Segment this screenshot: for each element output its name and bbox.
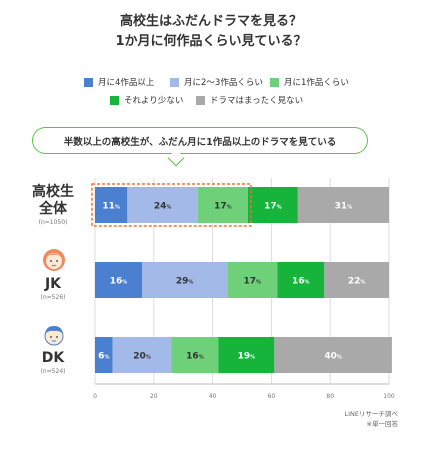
bar-segment bbox=[274, 337, 392, 373]
legend-swatch bbox=[170, 77, 179, 87]
bar-value-label: 17% bbox=[264, 202, 282, 212]
group-label-all: 高校生 全体 (n=1050) bbox=[22, 184, 84, 228]
legend-item: 月に2〜3作品くらい bbox=[170, 76, 263, 88]
group-label-all-line1: 高校生 bbox=[32, 184, 74, 200]
bar-value-label: 16% bbox=[292, 277, 310, 287]
bar-segment bbox=[127, 187, 198, 223]
callout-bubble: 半数以上の高校生が、ふだん月に1作品以上のドラマを見ている bbox=[32, 127, 368, 154]
highlight-box bbox=[91, 183, 252, 227]
group-label-jk: JK (n=526) bbox=[22, 276, 84, 303]
bar-segment bbox=[227, 262, 278, 298]
legend-swatch bbox=[84, 77, 93, 87]
bar-value-label: 29% bbox=[176, 277, 194, 287]
callout-text: 半数以上の高校生が、ふだん月に1作品以上のドラマを見ている bbox=[63, 136, 337, 148]
x-tick-label: 80 bbox=[326, 393, 334, 400]
legend-swatch bbox=[196, 95, 205, 105]
source-note: LINEリサーチ調べ ※単一回答 bbox=[344, 409, 398, 429]
bar-segment bbox=[112, 337, 172, 373]
bar-segment bbox=[218, 337, 275, 373]
group-label-jk-text: JK bbox=[44, 276, 62, 292]
group-n-all: (n=1050) bbox=[38, 219, 68, 226]
bar-segment bbox=[277, 262, 325, 298]
bar-segment bbox=[171, 337, 219, 373]
group-n-dk: (n=524) bbox=[40, 368, 66, 375]
legend-item: ドラマはまったく見ない bbox=[196, 94, 303, 106]
legend-label: 月に4作品以上 bbox=[98, 78, 155, 88]
legend-item: 月に4作品以上 bbox=[84, 76, 154, 88]
chart-title: 高校生はふだんドラマを見る？ 1か月に何作品くらい見ている？ bbox=[0, 12, 422, 52]
bar-segment bbox=[197, 187, 248, 223]
bar-value-label: 16% bbox=[186, 352, 204, 362]
legend-label: 月に1作品くらい bbox=[284, 78, 349, 88]
bar-segment bbox=[297, 187, 389, 223]
legend-item: それより少ない bbox=[110, 94, 183, 106]
chart-title-line1: 高校生はふだんドラマを見る？ bbox=[119, 14, 302, 29]
bar-value-label: 17% bbox=[244, 277, 262, 287]
chart-title-line2: 1か月に何作品くらい見ている？ bbox=[115, 34, 307, 49]
legend-label: それより少ない bbox=[124, 96, 184, 106]
group-n-jk: (n=526) bbox=[40, 294, 66, 301]
x-tick-label: 0 bbox=[93, 393, 97, 400]
bar-segment bbox=[95, 187, 128, 223]
group-label-dk-text: DK bbox=[41, 350, 65, 366]
bar-segment bbox=[95, 337, 113, 373]
bar-segment bbox=[95, 262, 143, 298]
x-tick-label: 20 bbox=[150, 393, 158, 400]
bar-value-label: 24% bbox=[154, 202, 172, 212]
girl-avatar-icon bbox=[43, 249, 65, 271]
group-label-all-line2: 全体 bbox=[39, 201, 67, 217]
group-label-dk: DK (n=524) bbox=[22, 350, 84, 377]
legend-label: 月に2〜3作品くらい bbox=[184, 78, 263, 88]
bar-value-label: 6% bbox=[98, 352, 109, 362]
bar-value-label: 17% bbox=[214, 202, 232, 212]
x-tick-label: 100 bbox=[383, 393, 395, 400]
bar-segment bbox=[142, 262, 228, 298]
legend-item: 月に1作品くらい bbox=[270, 76, 349, 88]
bar-value-label: 11% bbox=[102, 202, 120, 212]
bar-segment bbox=[324, 262, 389, 298]
bar-value-label: 16% bbox=[110, 277, 128, 287]
boy-avatar-icon bbox=[44, 326, 64, 346]
legend-swatch bbox=[270, 77, 279, 87]
bar-value-label: 19% bbox=[238, 352, 256, 362]
legend-label: ドラマはまったく見ない bbox=[210, 96, 304, 106]
bar-segment bbox=[247, 187, 298, 223]
source-line2: ※単一回答 bbox=[366, 420, 398, 428]
bar-value-label: 31% bbox=[335, 202, 353, 212]
x-tick-label: 40 bbox=[209, 393, 217, 400]
bar-value-label: 22% bbox=[348, 277, 366, 287]
bar-value-label: 40% bbox=[324, 352, 342, 362]
x-tick-label: 60 bbox=[268, 393, 276, 400]
legend-swatch bbox=[110, 95, 119, 105]
source-line1: LINEリサーチ調べ bbox=[344, 410, 398, 418]
bar-value-label: 20% bbox=[133, 352, 151, 362]
